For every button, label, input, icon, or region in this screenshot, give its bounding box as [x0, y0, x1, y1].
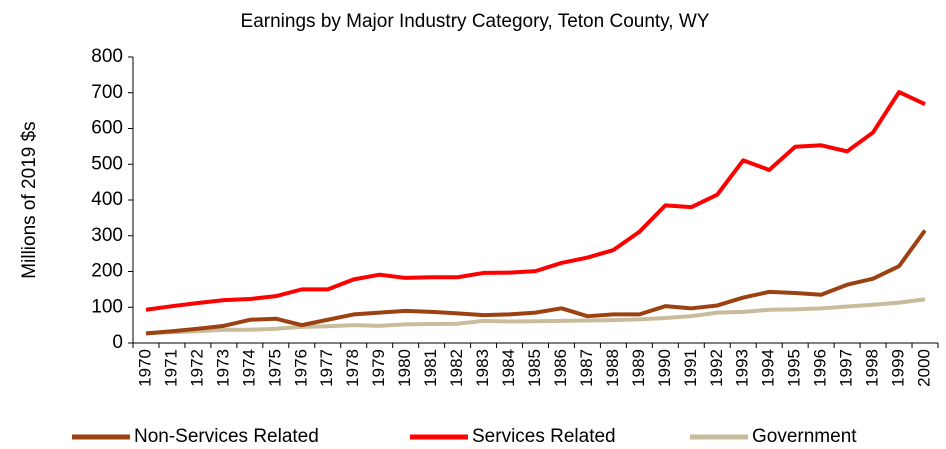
y-tick-label: 400 — [91, 189, 123, 210]
x-tick-label: 1980 — [395, 349, 414, 387]
x-tick-label: 1995 — [785, 349, 804, 387]
y-tick-label: 100 — [91, 296, 123, 317]
x-tick-label: 1975 — [265, 349, 284, 387]
x-tick-label: 1971 — [161, 349, 180, 387]
line-series — [145, 90, 926, 312]
x-tick-label: 1996 — [811, 349, 830, 387]
x-tick-label: 1998 — [863, 349, 882, 387]
y-tick-label: 200 — [91, 261, 123, 282]
x-tick-label: 1990 — [655, 349, 674, 387]
x-tick-label: 1987 — [577, 349, 596, 387]
line-series — [145, 297, 926, 336]
x-tick-label: 1973 — [213, 349, 232, 387]
y-tick-label: 0 — [112, 332, 123, 353]
x-tick-label: 1976 — [291, 349, 310, 387]
x-tick-label: 1982 — [447, 349, 466, 387]
y-tick-label: 800 — [91, 46, 123, 67]
y-tick-label: 500 — [91, 153, 123, 174]
x-tick-label: 1972 — [187, 349, 206, 387]
x-tick-label: 1977 — [317, 349, 336, 387]
x-tick-label: 1991 — [681, 349, 700, 387]
x-tick-label: 1986 — [551, 349, 570, 387]
x-tick-label: 1999 — [889, 349, 908, 387]
y-axis-label: Millions of 2019 $s — [19, 121, 40, 278]
y-tick-label: 300 — [91, 225, 123, 246]
y-tick-label: 600 — [91, 118, 123, 139]
x-tick-label: 1994 — [759, 349, 778, 387]
x-tick-label: 1983 — [473, 349, 492, 387]
x-tick-label: 1974 — [239, 349, 258, 387]
x-tick-label: 1992 — [707, 349, 726, 387]
legend-label: Government — [752, 426, 857, 447]
legend-label: Services Related — [472, 426, 616, 447]
x-tick-label: 1993 — [733, 349, 752, 387]
y-tick-label: 700 — [91, 82, 123, 103]
x-tick-label: 2000 — [915, 349, 934, 387]
x-tick-label: 1989 — [629, 349, 648, 387]
x-tick-label: 1984 — [499, 349, 518, 387]
x-tick-label: 1970 — [135, 349, 154, 387]
x-tick-label: 1981 — [421, 349, 440, 387]
x-tick-label: 1997 — [837, 349, 856, 387]
chart-title: Earnings by Major Industry Category, Tet… — [241, 11, 710, 32]
line-series — [145, 229, 927, 336]
x-tick-label: 1979 — [369, 349, 388, 387]
x-tick-label: 1985 — [525, 349, 544, 387]
x-tick-label: 1988 — [603, 349, 622, 387]
x-tick-label: 1978 — [343, 349, 362, 387]
legend-label: Non-Services Related — [134, 426, 319, 447]
